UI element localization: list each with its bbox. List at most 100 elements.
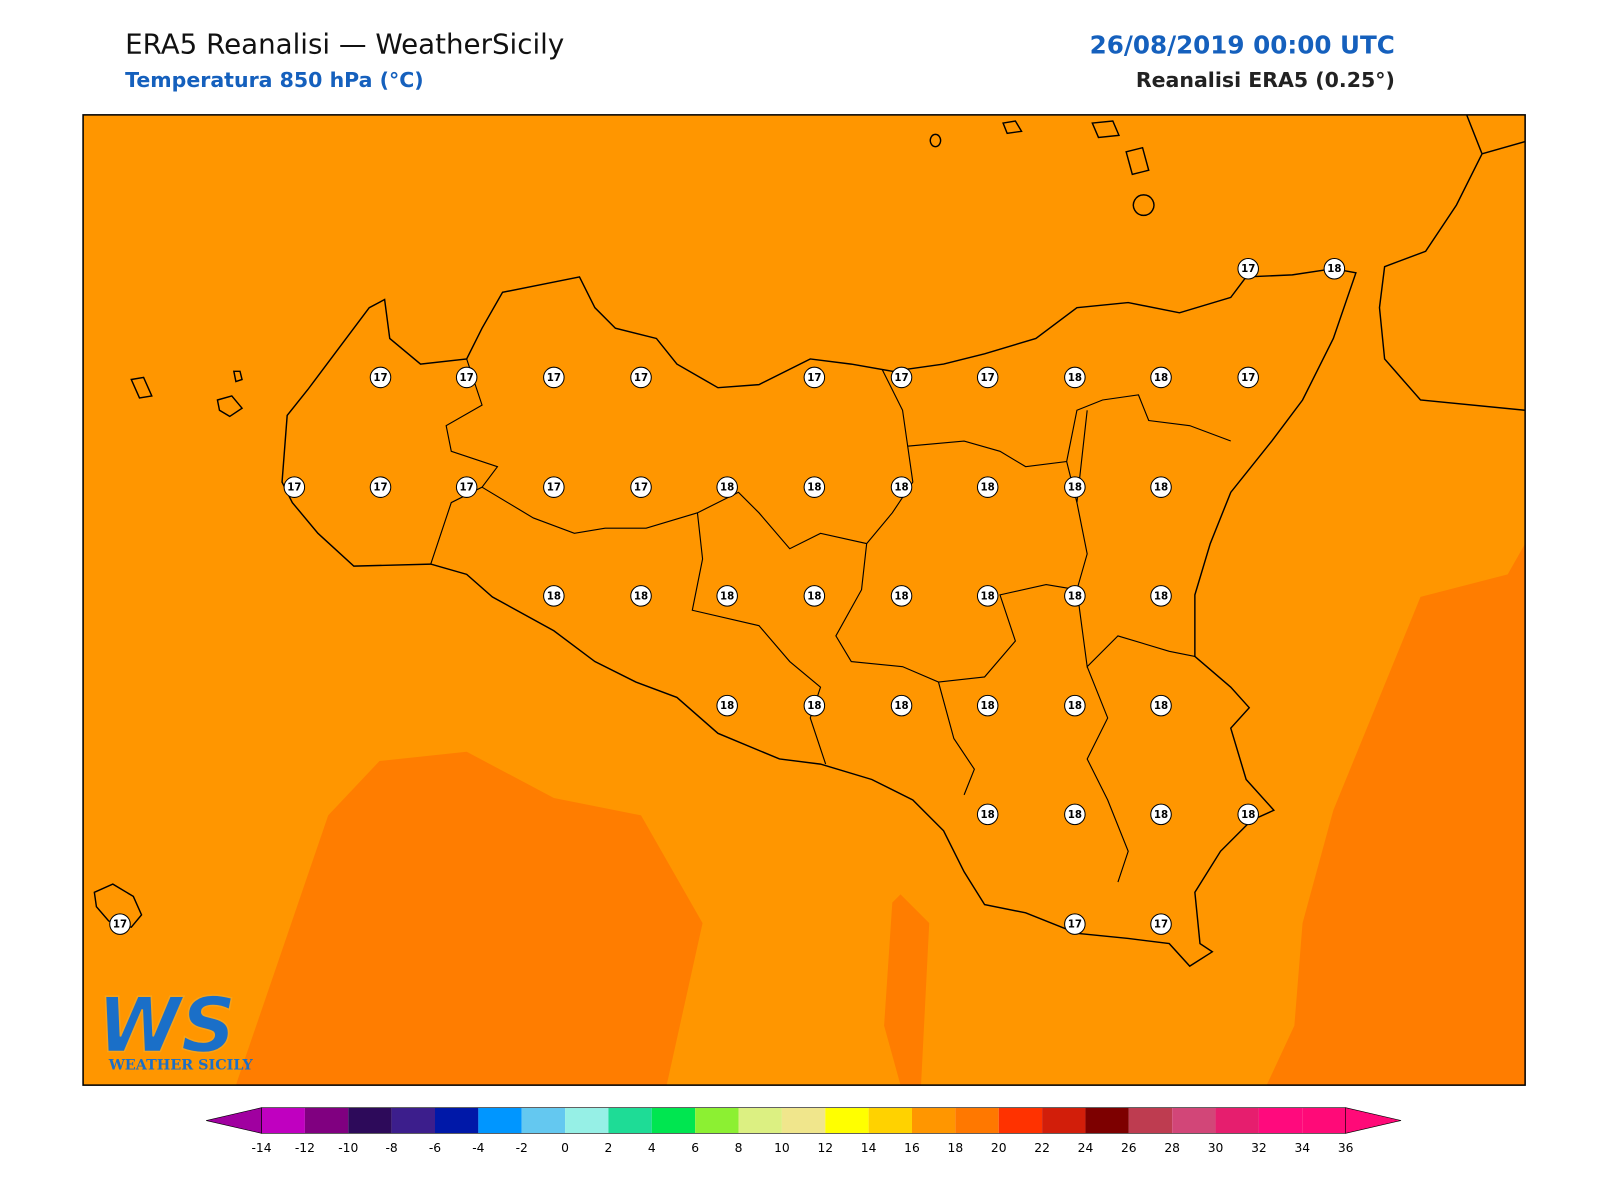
station: 17 bbox=[369, 476, 392, 498]
station-marker bbox=[1323, 257, 1346, 280]
station: 18 bbox=[976, 803, 999, 826]
station: 18 bbox=[803, 476, 826, 498]
station: 18 bbox=[1237, 803, 1259, 826]
colorbar-segment bbox=[651, 1107, 696, 1134]
station-value: 17 bbox=[373, 482, 387, 494]
station-value: 18 bbox=[807, 700, 821, 712]
station: 18 bbox=[1150, 366, 1172, 389]
colorbar-segment bbox=[1258, 1107, 1303, 1134]
station: 17 bbox=[630, 366, 652, 389]
station-value: 17 bbox=[460, 372, 474, 384]
station-marker bbox=[890, 366, 913, 389]
colorbar-tick-label: -14 bbox=[251, 1141, 271, 1155]
station-value: 18 bbox=[981, 809, 995, 821]
colorbar-segment bbox=[565, 1107, 609, 1134]
station: 18 bbox=[1064, 694, 1086, 717]
station-marker bbox=[803, 366, 826, 389]
station-value: 18 bbox=[894, 700, 908, 712]
station-marker bbox=[543, 366, 565, 389]
colorbar-tick-label: 8 bbox=[735, 1141, 743, 1155]
station: 17 bbox=[543, 476, 565, 498]
station: 18 bbox=[1150, 803, 1172, 826]
station-value: 18 bbox=[1241, 809, 1255, 821]
subtitle: Temperatura 850 hPa (°C) bbox=[125, 68, 424, 92]
station-marker bbox=[976, 585, 999, 607]
station-value: 17 bbox=[634, 372, 648, 384]
colorbar-frame bbox=[261, 1107, 1346, 1134]
colorbar-segment bbox=[391, 1107, 435, 1134]
station-marker bbox=[455, 476, 478, 498]
colorbar-segment bbox=[348, 1107, 392, 1134]
warm-zone bbox=[1266, 543, 1526, 1086]
colorbar-segment bbox=[738, 1107, 782, 1134]
station-marker bbox=[1150, 476, 1172, 498]
colorbar-tick-label: -10 bbox=[338, 1141, 358, 1155]
colorbar-tick-label: 26 bbox=[1121, 1141, 1137, 1155]
station-value: 17 bbox=[981, 372, 995, 384]
station-value: 17 bbox=[894, 372, 908, 384]
colorbar-segment bbox=[608, 1107, 652, 1134]
colorbar-segment bbox=[1042, 1107, 1086, 1134]
station-marker bbox=[803, 585, 826, 607]
station-marker bbox=[1150, 803, 1172, 826]
station-value: 18 bbox=[1068, 700, 1082, 712]
colorbar-tick-label: 14 bbox=[861, 1141, 877, 1155]
station-value: 18 bbox=[1327, 263, 1341, 275]
station-value: 18 bbox=[981, 482, 995, 494]
colorbar-tick-label: 20 bbox=[991, 1141, 1007, 1155]
station: 17 bbox=[455, 476, 478, 498]
station: 17 bbox=[1237, 257, 1259, 280]
station-value: 17 bbox=[547, 482, 561, 494]
colorbar-tick-label: 28 bbox=[1164, 1141, 1180, 1155]
colorbar-segment bbox=[1302, 1107, 1346, 1134]
station-value: 18 bbox=[1154, 809, 1168, 821]
title: ERA5 Reanalisi — WeatherSicily bbox=[125, 27, 564, 60]
station-marker bbox=[1150, 694, 1172, 717]
station-marker bbox=[1064, 803, 1086, 826]
station: 17 bbox=[455, 366, 478, 389]
colorbar-segment bbox=[912, 1107, 956, 1134]
station-value: 18 bbox=[1154, 372, 1168, 384]
station-value: 18 bbox=[894, 590, 908, 602]
station-marker bbox=[1150, 913, 1172, 935]
station: 18 bbox=[1323, 257, 1346, 280]
colorbar-segment bbox=[304, 1107, 349, 1134]
warm-zone bbox=[235, 751, 703, 1086]
station: 17 bbox=[630, 476, 652, 498]
station-value: 17 bbox=[807, 372, 821, 384]
colorbar-segment bbox=[998, 1107, 1043, 1134]
station-marker bbox=[630, 585, 652, 607]
logo: WS WEATHER SICILY bbox=[97, 981, 254, 1074]
station: 17 bbox=[890, 366, 913, 389]
station-value: 17 bbox=[1154, 919, 1168, 931]
station-marker bbox=[630, 476, 652, 498]
station-value: 17 bbox=[1068, 919, 1082, 931]
date: 26/08/2019 00:00 UTC bbox=[1090, 30, 1395, 59]
station-value: 18 bbox=[807, 482, 821, 494]
station-marker bbox=[109, 913, 131, 935]
station: 18 bbox=[716, 585, 738, 607]
station: 18 bbox=[1064, 366, 1086, 389]
station-marker bbox=[1150, 585, 1172, 607]
station-value: 17 bbox=[634, 482, 648, 494]
colorbar-segment bbox=[434, 1107, 479, 1134]
station-marker bbox=[976, 366, 999, 389]
station: 17 bbox=[369, 366, 392, 389]
colorbar-segment bbox=[521, 1107, 566, 1134]
colorbar-tick-label: 10 bbox=[774, 1141, 790, 1155]
colorbar-segment bbox=[868, 1107, 912, 1134]
station: 18 bbox=[630, 585, 652, 607]
station: 18 bbox=[803, 694, 826, 717]
station-value: 18 bbox=[547, 590, 561, 602]
colorbar-segment bbox=[695, 1107, 739, 1134]
station-value: 18 bbox=[1154, 700, 1168, 712]
station-marker bbox=[369, 476, 392, 498]
station: 18 bbox=[1150, 694, 1172, 717]
station-value: 17 bbox=[113, 919, 127, 931]
colorbar-segment bbox=[825, 1107, 869, 1134]
station-value: 17 bbox=[460, 482, 474, 494]
colorbar-tick-label: 16 bbox=[904, 1141, 920, 1155]
